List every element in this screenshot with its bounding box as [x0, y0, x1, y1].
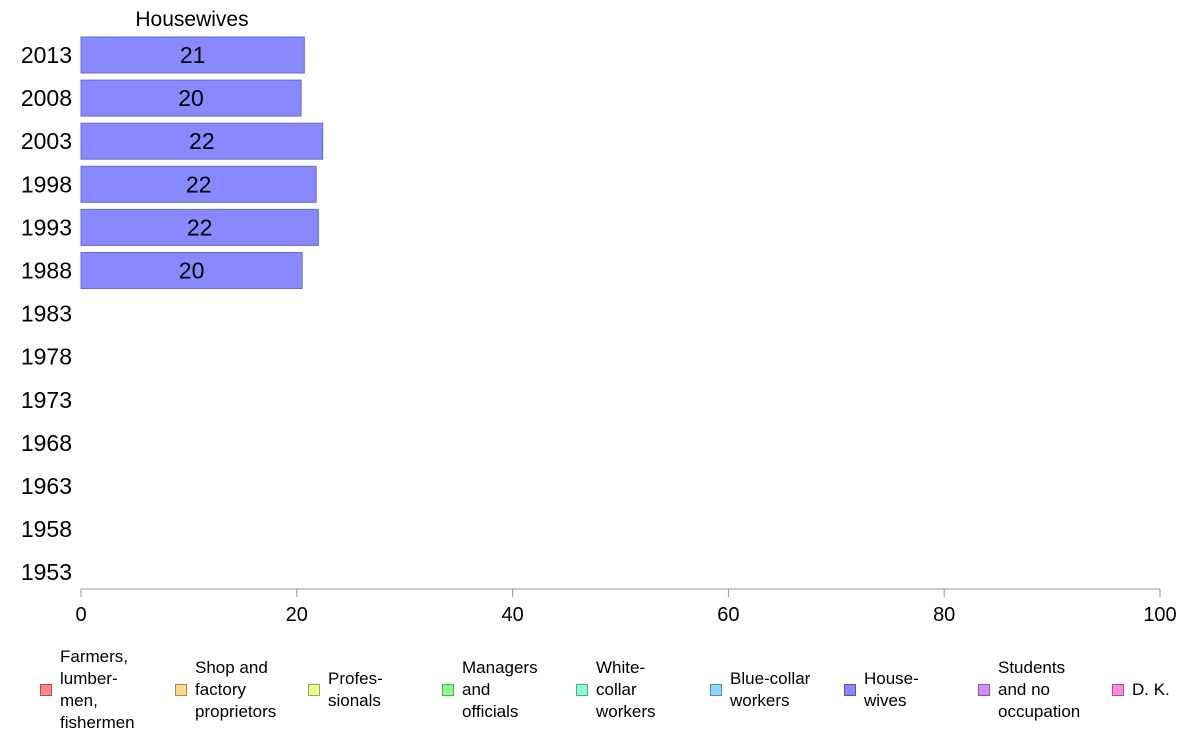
year-label-1978: 1978 [21, 344, 72, 370]
legend-item-8: Students and no occupation [978, 657, 1080, 723]
legend-label: White- collar workers [596, 658, 656, 721]
x-tick-label-100: 100 [1143, 604, 1176, 626]
legend-label: Shop and factory proprietors [195, 658, 277, 721]
legend-swatch [175, 684, 187, 696]
legend-swatch [442, 684, 454, 696]
year-label-1958: 1958 [21, 516, 72, 542]
legend-swatch [844, 684, 856, 696]
year-label-1968: 1968 [21, 430, 72, 456]
legend-swatch [40, 684, 52, 696]
legend-item-5: White- collar workers [576, 657, 656, 723]
bar-labels-group: 21 20 22 22 22 20 [178, 42, 214, 284]
year-label-1973: 1973 [21, 387, 72, 413]
bar-value-label-2008: 20 [178, 85, 204, 111]
year-label-2003: 2003 [21, 128, 72, 154]
legend-item-1: Farmers, lumber- men, fishermen [40, 646, 135, 734]
bar-value-label-2003: 22 [189, 128, 215, 154]
legend-label: House- wives [864, 669, 919, 710]
bar-value-label-2013: 21 [180, 42, 206, 68]
y-axis-tick-labels: 2013 2008 2003 1998 1993 1988 1983 1978 1973 1968… [21, 42, 72, 585]
year-label-1953: 1953 [21, 559, 72, 585]
panel-title: Housewives [135, 8, 248, 31]
legend: Farmers, lumber- men, fishermen Shop and … [0, 645, 1188, 732]
legend-label: Profes- sionals [328, 669, 383, 710]
year-label-1983: 1983 [21, 301, 72, 327]
bar-2003 [80, 122, 324, 160]
bar-2013 [80, 36, 305, 74]
x-tick-label-20: 20 [286, 604, 308, 626]
year-label-1998: 1998 [21, 171, 72, 197]
legend-swatch [576, 684, 588, 696]
legend-swatch [1112, 684, 1124, 696]
legend-item-7: House- wives [844, 668, 919, 712]
bar-1998 [80, 165, 317, 203]
legend-swatch [710, 684, 722, 696]
bar-value-label-1988: 20 [179, 258, 205, 284]
bar-value-label-1993: 22 [187, 214, 213, 240]
legend-label: Managers and officials [462, 658, 538, 721]
legend-item-3: Profes- sionals [308, 668, 383, 712]
x-tick-label-40: 40 [501, 604, 523, 626]
year-label-2013: 2013 [21, 42, 72, 68]
legend-label: Blue-collar workers [730, 669, 811, 710]
bar-chart: Housewives 21 20 22 22 22 20 2013 2008 2003 1998… [21, 8, 1177, 626]
x-tick-label-80: 80 [933, 604, 955, 626]
bar-2008 [80, 79, 302, 117]
x-tick-label-0: 0 [75, 604, 86, 626]
year-label-1963: 1963 [21, 473, 72, 499]
year-label-1993: 1993 [21, 214, 72, 240]
bars-group [80, 36, 324, 289]
legend-item-4: Managers and officials [442, 657, 538, 723]
bar-value-label-1998: 22 [186, 171, 212, 197]
year-label-2008: 2008 [21, 85, 72, 111]
legend-swatch [978, 684, 990, 696]
legend-swatch [308, 684, 320, 696]
legend-label: Farmers, lumber- men, fishermen [60, 647, 135, 732]
legend-item-9: D. K. [1112, 679, 1170, 701]
x-tick-label-60: 60 [717, 604, 739, 626]
bar-1993 [80, 208, 319, 246]
year-label-1988: 1988 [21, 258, 72, 284]
legend-label: D. K. [1132, 680, 1170, 699]
x-axis-ticks: 0 20 40 60 80 100 [75, 589, 1177, 626]
bar-1988 [80, 252, 303, 289]
legend-item-2: Shop and factory proprietors [175, 657, 276, 723]
legend-label: Students and no occupation [998, 658, 1081, 721]
legend-item-6: Blue-collar workers [710, 668, 810, 712]
